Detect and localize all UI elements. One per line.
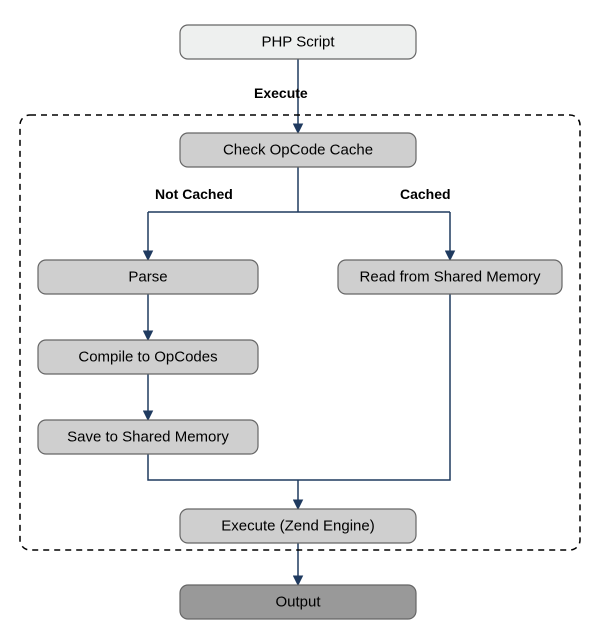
node-execute-zend: Execute (Zend Engine)	[180, 509, 416, 543]
edge-label-execute: Execute	[254, 85, 308, 101]
flowchart-canvas: PHP Script Check OpCode Cache Parse Read fr…	[0, 0, 600, 644]
node-label: Compile to OpCodes	[78, 349, 217, 366]
node-label: Read from Shared Memory	[360, 269, 541, 286]
cache-process-container	[20, 115, 580, 550]
edge-label-not-cached: Not Cached	[155, 186, 233, 202]
node-label: Check OpCode Cache	[223, 142, 373, 159]
node-php-script: PHP Script	[180, 25, 416, 59]
node-label: Parse	[128, 269, 167, 286]
dashed-box-layer	[20, 115, 580, 550]
edge-save-merge	[148, 454, 298, 480]
node-save-mem: Save to Shared Memory	[38, 420, 258, 454]
node-parse: Parse	[38, 260, 258, 294]
edge-label-cached: Cached	[400, 186, 451, 202]
node-compile: Compile to OpCodes	[38, 340, 258, 374]
edge-read-merge	[298, 294, 450, 480]
node-output: Output	[180, 585, 416, 619]
nodes-layer: PHP Script Check OpCode Cache Parse Read fr…	[38, 25, 562, 619]
node-label: Execute (Zend Engine)	[221, 518, 374, 535]
node-label: Output	[275, 594, 321, 611]
node-label: PHP Script	[261, 34, 335, 51]
node-check-cache: Check OpCode Cache	[180, 133, 416, 167]
node-read-mem: Read from Shared Memory	[338, 260, 562, 294]
node-label: Save to Shared Memory	[67, 429, 229, 446]
